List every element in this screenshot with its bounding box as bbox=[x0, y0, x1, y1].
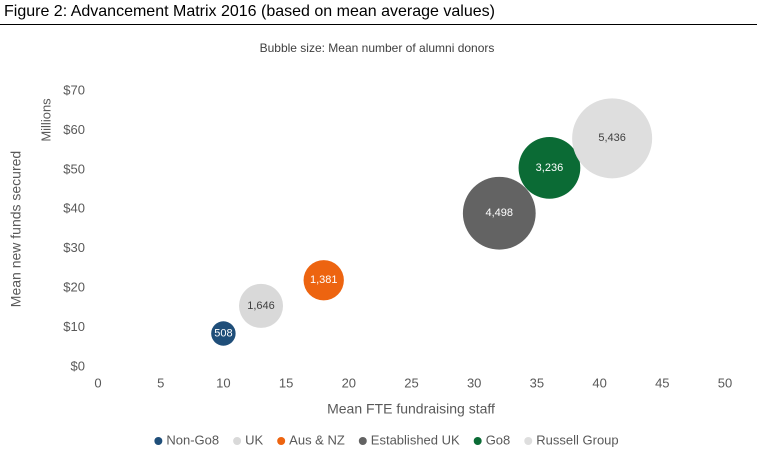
legend-label: Aus & NZ bbox=[289, 432, 345, 447]
y-tick-label: $50 bbox=[63, 161, 85, 176]
x-tick-label: 15 bbox=[279, 375, 293, 390]
legend-label: Go8 bbox=[486, 432, 511, 447]
chart-title: Figure 2: Advancement Matrix 2016 (based… bbox=[4, 3, 495, 20]
legend-marker bbox=[233, 437, 242, 445]
y-tick-label: $40 bbox=[63, 201, 85, 216]
legend-marker bbox=[473, 437, 482, 445]
x-tick-label: 40 bbox=[592, 375, 606, 390]
x-tick-label: 10 bbox=[216, 375, 230, 390]
legend-marker bbox=[277, 437, 286, 445]
bubble-label: 4,498 bbox=[486, 207, 514, 219]
bubble-label: 508 bbox=[214, 327, 232, 339]
x-tick-label: 20 bbox=[342, 375, 356, 390]
x-axis-title: Mean FTE fundraising staff bbox=[327, 401, 495, 417]
legend-marker bbox=[154, 437, 163, 445]
x-tick-label: 0 bbox=[94, 375, 101, 390]
x-tick-label: 45 bbox=[655, 375, 669, 390]
legend: Non-Go8 UK Aus & NZ Established UK Go8 Russel… bbox=[154, 432, 619, 447]
x-tick-label: 50 bbox=[718, 375, 732, 390]
x-tick-label: 35 bbox=[530, 375, 544, 390]
x-tick-label: 30 bbox=[467, 375, 481, 390]
legend-marker bbox=[524, 437, 533, 445]
legend-label: Non-Go8 bbox=[166, 432, 219, 447]
bubble-label: 1,646 bbox=[247, 300, 275, 312]
y-tick-label: $70 bbox=[63, 82, 85, 97]
bubble bbox=[572, 98, 653, 179]
legend-marker bbox=[358, 437, 367, 445]
y-tick-label: $0 bbox=[71, 358, 85, 373]
legend-label: Russell Group bbox=[536, 432, 618, 447]
chart-subtitle: Bubble size: Mean number of alumni donor… bbox=[260, 41, 495, 55]
legend-label: Established UK bbox=[371, 432, 460, 447]
bubble bbox=[518, 137, 581, 199]
y-tick-label: $30 bbox=[63, 240, 85, 255]
legend-label: UK bbox=[245, 432, 263, 447]
bubble bbox=[211, 321, 236, 346]
bubble bbox=[239, 283, 284, 328]
bubble-label: 1,381 bbox=[310, 274, 338, 286]
bubble bbox=[462, 176, 536, 250]
y-tick-label: $60 bbox=[63, 122, 85, 137]
bubble-label: 5,436 bbox=[598, 132, 626, 144]
x-tick-label: 25 bbox=[404, 375, 418, 390]
y-tick-label: $20 bbox=[63, 280, 85, 295]
bubble bbox=[303, 260, 344, 301]
y-axis-title: Mean new funds secured bbox=[8, 151, 24, 307]
y-unit-label: Millions bbox=[38, 98, 53, 142]
x-tick-label: 5 bbox=[157, 375, 164, 390]
y-tick-label: $10 bbox=[63, 319, 85, 334]
bubble-label: 3,236 bbox=[536, 162, 564, 174]
